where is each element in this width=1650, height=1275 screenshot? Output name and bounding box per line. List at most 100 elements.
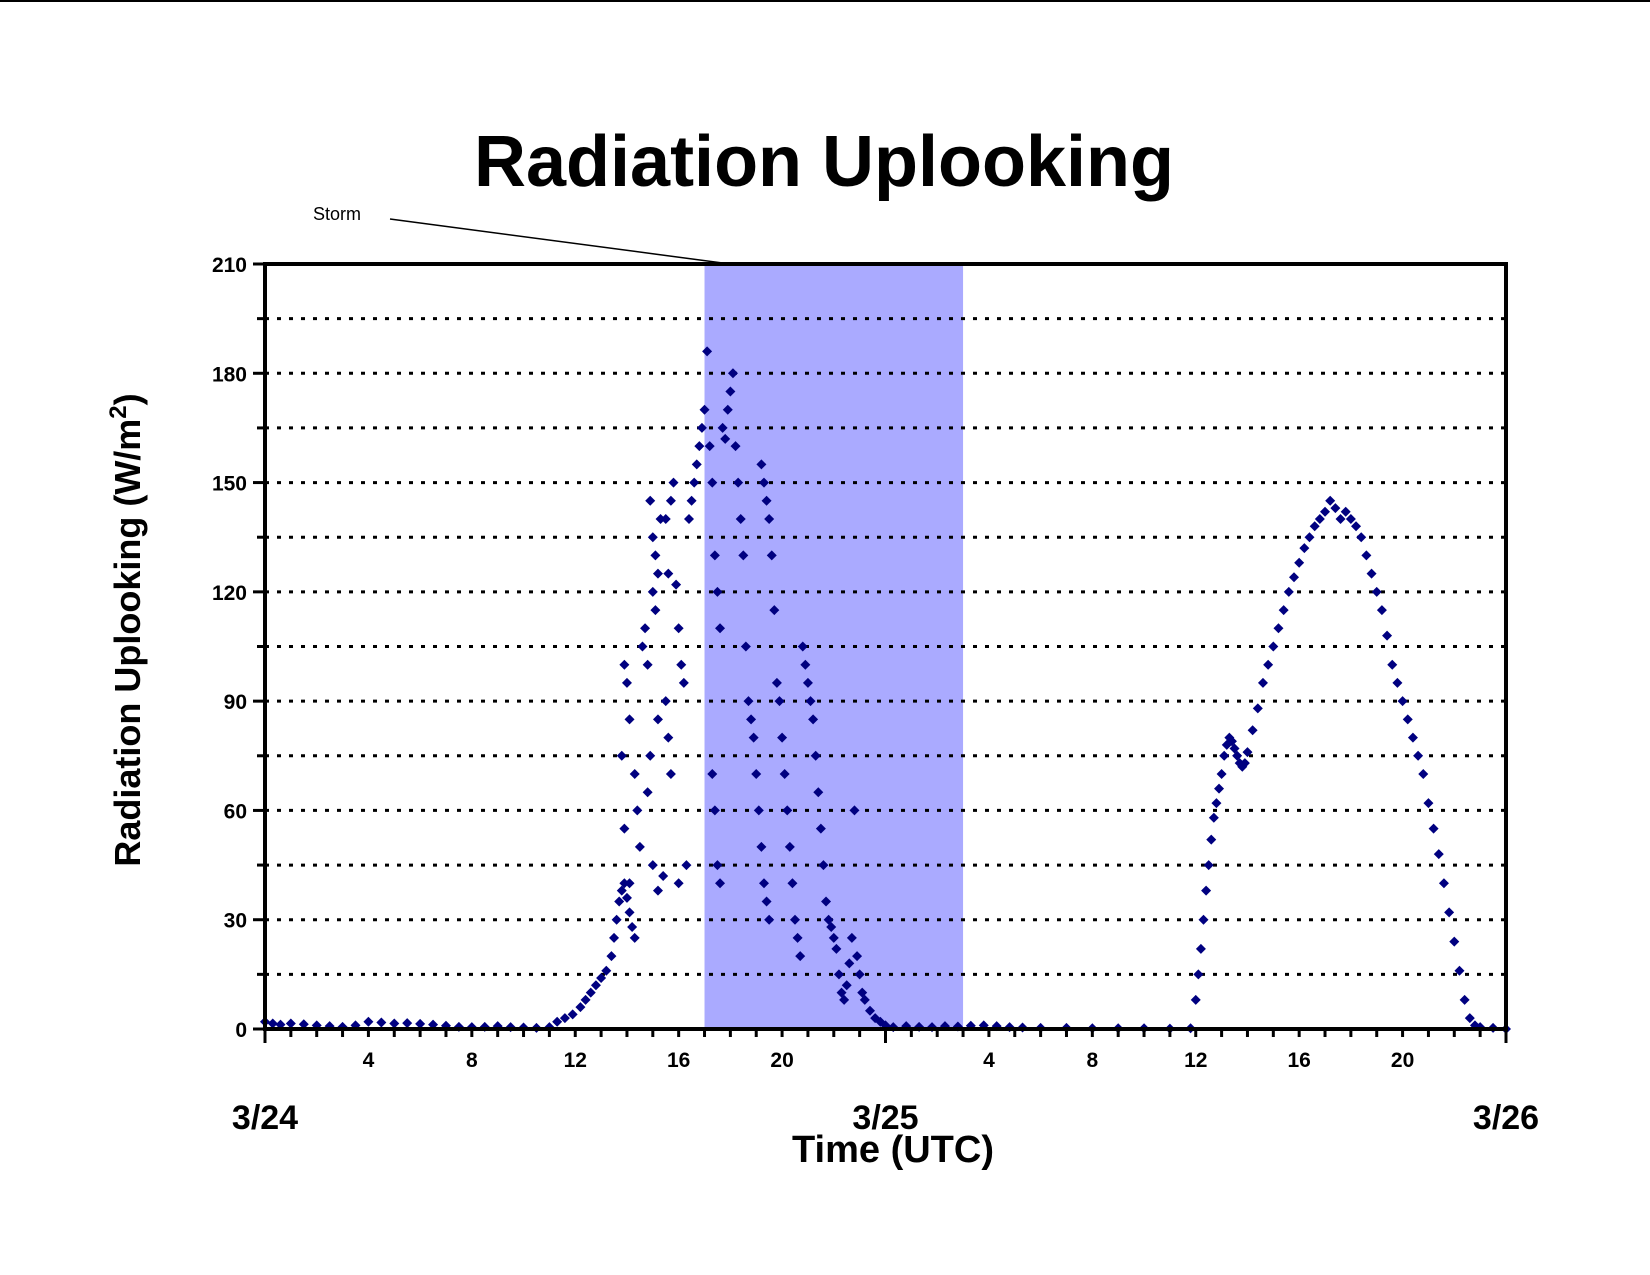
data-point [640, 623, 651, 634]
data-point [645, 750, 656, 761]
data-point [1206, 834, 1217, 845]
data-point [1376, 605, 1387, 616]
data-point [663, 568, 674, 579]
data-point [1361, 550, 1372, 561]
data-point [606, 951, 617, 962]
chart-title: Radiation Uplooking [474, 122, 1174, 202]
data-point [756, 841, 767, 852]
data-point [841, 980, 852, 991]
data-point [585, 987, 596, 998]
data-point [699, 404, 710, 415]
data-point [805, 696, 816, 707]
x-tick-label: 8 [466, 1049, 478, 1072]
data-point [1407, 732, 1418, 743]
data-point [650, 605, 661, 616]
data-point [611, 914, 622, 925]
data-point [645, 495, 656, 506]
data-point [1203, 860, 1214, 871]
data-point [376, 1017, 387, 1028]
data-point [1340, 506, 1351, 517]
data-point [766, 550, 777, 561]
data-point [864, 1005, 875, 1016]
data-point [1392, 677, 1403, 688]
data-point [761, 495, 772, 506]
data-point [676, 659, 687, 670]
data-point [1242, 747, 1253, 758]
data-point [616, 750, 627, 761]
data-point [609, 932, 620, 943]
data-point [756, 459, 767, 470]
data-point [642, 659, 653, 670]
data-point [601, 965, 612, 976]
data-point [1382, 630, 1393, 641]
data-point [828, 932, 839, 943]
data-point [743, 696, 754, 707]
data-point [1325, 495, 1336, 506]
storm-annotation-label: Storm [313, 204, 361, 224]
data-point [285, 1018, 296, 1029]
data-point [673, 878, 684, 889]
data-point [1402, 714, 1413, 725]
data-point [758, 878, 769, 889]
data-point [678, 677, 689, 688]
data-point [652, 568, 663, 579]
data-point [813, 787, 824, 798]
data-point [712, 586, 723, 597]
data-point [629, 769, 640, 779]
data-point [1268, 641, 1279, 652]
data-point [730, 441, 741, 452]
data-point [748, 732, 759, 743]
data-point [707, 769, 718, 779]
x-tick-label: 12 [1184, 1049, 1207, 1072]
data-point [787, 878, 798, 889]
data-point [1247, 725, 1258, 736]
data-point [1366, 568, 1377, 579]
data-point [647, 860, 658, 871]
data-point [717, 422, 728, 433]
data-point [1459, 994, 1470, 1005]
data-point [792, 932, 803, 943]
data-point [665, 769, 676, 779]
data-point [624, 907, 635, 918]
y-tick-label: 60 [224, 800, 247, 823]
data-point [596, 973, 607, 983]
data-point [1444, 907, 1455, 918]
data-point [647, 586, 658, 597]
data-point [627, 922, 638, 932]
data-point [694, 441, 705, 452]
data-point [764, 914, 775, 925]
date-label: 3/24 [232, 1099, 298, 1137]
data-point [1288, 572, 1299, 583]
data-point [725, 386, 736, 397]
data-point [655, 514, 666, 524]
data-point [1299, 543, 1310, 554]
data-point [712, 860, 723, 871]
x-tick-label: 16 [1287, 1049, 1310, 1072]
data-point [689, 477, 700, 488]
data-point [658, 871, 669, 881]
data-point [671, 579, 682, 590]
data-point [402, 1018, 413, 1029]
data-point [619, 823, 630, 834]
data-point [833, 969, 844, 980]
data-point [663, 732, 674, 743]
data-point [1418, 769, 1429, 779]
data-point [826, 922, 837, 932]
data-point [735, 514, 746, 524]
data-point [777, 732, 788, 743]
data-point [1252, 703, 1263, 714]
data-point [389, 1018, 400, 1029]
data-point [751, 769, 762, 779]
y-tick-label: 0 [235, 1019, 247, 1042]
data-point [810, 750, 821, 761]
data-point [753, 805, 764, 816]
data-point [1278, 605, 1289, 616]
x-tick-label: 8 [1086, 1049, 1098, 1072]
data-point [621, 677, 632, 688]
data-point [758, 477, 769, 488]
data-point [1438, 878, 1449, 889]
data-point [784, 841, 795, 852]
data-point [764, 514, 775, 524]
data-point [1214, 783, 1225, 794]
data-point [818, 860, 829, 871]
